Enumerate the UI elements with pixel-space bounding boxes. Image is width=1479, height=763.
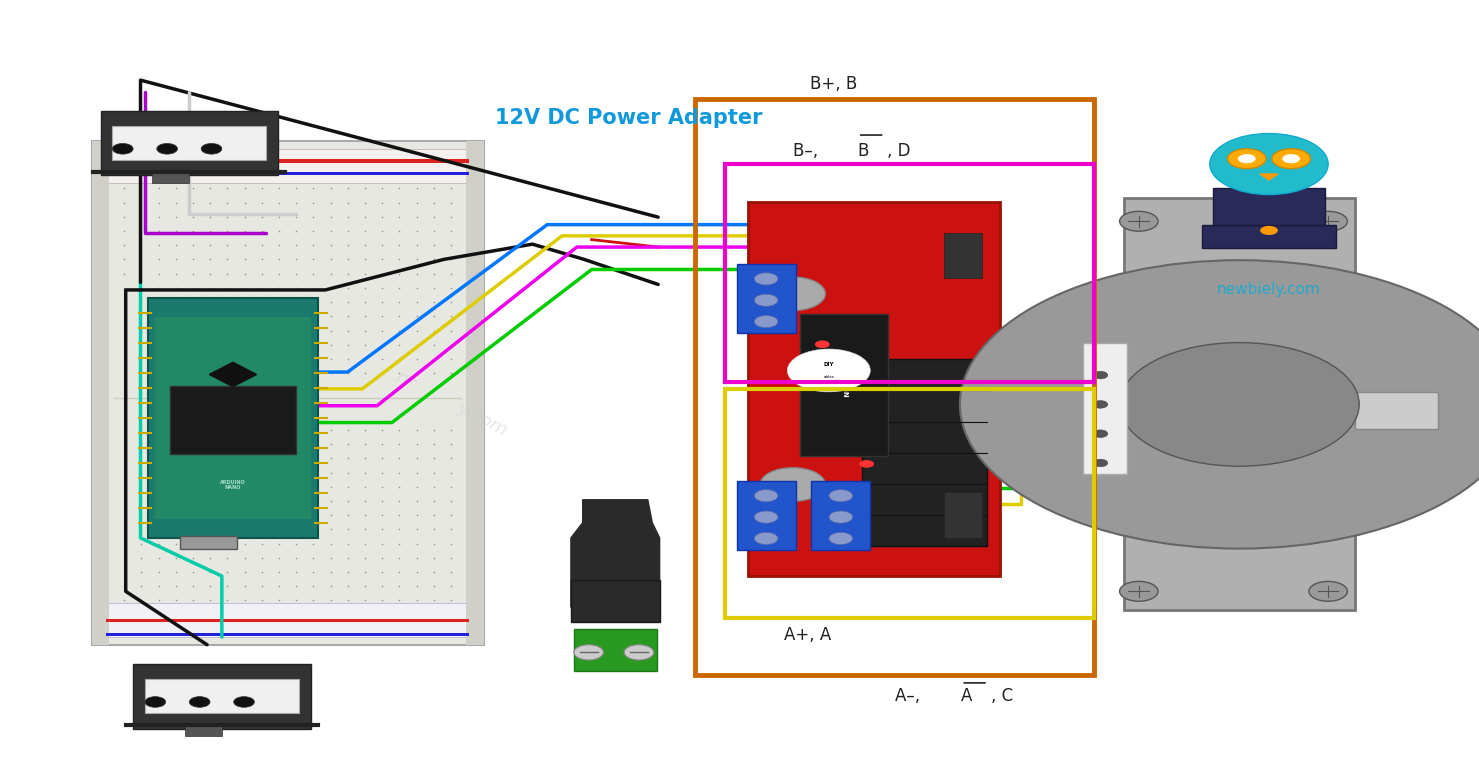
Bar (99, 149, 476, 183)
Text: , D: , D (887, 142, 911, 160)
Circle shape (1272, 149, 1310, 169)
Text: B+, B: B+, B (810, 75, 858, 93)
Bar (106, 159, 469, 163)
Circle shape (574, 645, 603, 660)
Bar (148, 298, 318, 538)
Circle shape (1210, 134, 1328, 195)
Circle shape (754, 533, 778, 545)
Circle shape (754, 511, 778, 523)
Text: L298N: L298N (842, 373, 847, 398)
Text: newbiely.com: newbiely.com (392, 369, 510, 440)
Bar (800, 314, 887, 456)
Circle shape (1309, 581, 1347, 601)
Circle shape (112, 143, 133, 154)
Text: B–,: B–, (793, 142, 824, 160)
Polygon shape (571, 500, 660, 622)
Circle shape (754, 273, 778, 285)
Circle shape (1120, 343, 1359, 466)
Bar (180, 536, 237, 549)
Bar (737, 265, 796, 333)
Circle shape (1093, 372, 1108, 379)
Bar (725, 389, 1094, 618)
Bar (145, 679, 299, 713)
Circle shape (815, 340, 830, 348)
Bar (725, 164, 1094, 382)
Bar (1213, 188, 1325, 225)
Bar (92, 141, 109, 645)
Circle shape (201, 143, 222, 154)
Bar (945, 492, 982, 538)
Bar (170, 387, 296, 454)
Circle shape (859, 460, 874, 468)
Bar (101, 111, 278, 175)
Circle shape (145, 697, 166, 707)
Bar (861, 359, 986, 546)
Bar (574, 629, 657, 671)
Bar (737, 481, 796, 550)
Circle shape (1093, 430, 1108, 437)
Circle shape (1309, 211, 1347, 231)
Circle shape (234, 697, 254, 707)
Circle shape (760, 468, 825, 501)
Bar (1355, 392, 1438, 429)
Bar (106, 172, 469, 175)
Text: A: A (961, 687, 973, 705)
Circle shape (754, 316, 778, 328)
Circle shape (1238, 154, 1256, 163)
Polygon shape (1260, 174, 1278, 180)
Circle shape (1120, 581, 1158, 601)
Circle shape (1093, 401, 1108, 408)
Bar (106, 619, 469, 622)
Circle shape (828, 511, 852, 523)
Text: A–,: A–, (895, 687, 926, 705)
Bar (133, 664, 311, 729)
Circle shape (624, 645, 654, 660)
Circle shape (1228, 149, 1266, 169)
Bar (99, 603, 476, 637)
Circle shape (1120, 211, 1158, 231)
Bar (695, 99, 1094, 675)
Bar (748, 202, 1000, 576)
Bar (112, 125, 266, 160)
Text: A+, A: A+, A (784, 626, 831, 644)
Text: newbiely.com: newbiely.com (1217, 282, 1321, 298)
Text: , C: , C (991, 687, 1013, 705)
Text: ables: ables (824, 375, 834, 378)
Circle shape (1093, 459, 1108, 467)
Polygon shape (210, 362, 256, 387)
Circle shape (754, 490, 778, 502)
Text: 12V DC Power Adapter: 12V DC Power Adapter (495, 108, 763, 128)
Bar (1124, 198, 1355, 610)
Text: B: B (858, 142, 870, 160)
Bar (945, 233, 982, 278)
Circle shape (760, 277, 825, 311)
Bar (185, 725, 222, 736)
Text: DIY: DIY (824, 362, 834, 367)
Circle shape (157, 143, 177, 154)
Circle shape (787, 349, 870, 392)
Circle shape (189, 697, 210, 707)
Circle shape (1282, 154, 1300, 163)
Bar (114, 383, 461, 413)
Circle shape (828, 490, 852, 502)
Bar (1202, 225, 1336, 248)
Bar (1083, 343, 1127, 475)
Bar (466, 141, 484, 645)
Bar (571, 580, 660, 622)
Circle shape (828, 533, 852, 545)
Bar (92, 141, 484, 645)
Bar (106, 633, 469, 636)
Bar (155, 317, 311, 519)
Circle shape (1260, 226, 1278, 235)
Circle shape (960, 260, 1479, 549)
Circle shape (754, 295, 778, 307)
Bar (152, 172, 189, 183)
Bar (810, 481, 870, 550)
Text: ARDUINO
NANO: ARDUINO NANO (220, 480, 246, 491)
